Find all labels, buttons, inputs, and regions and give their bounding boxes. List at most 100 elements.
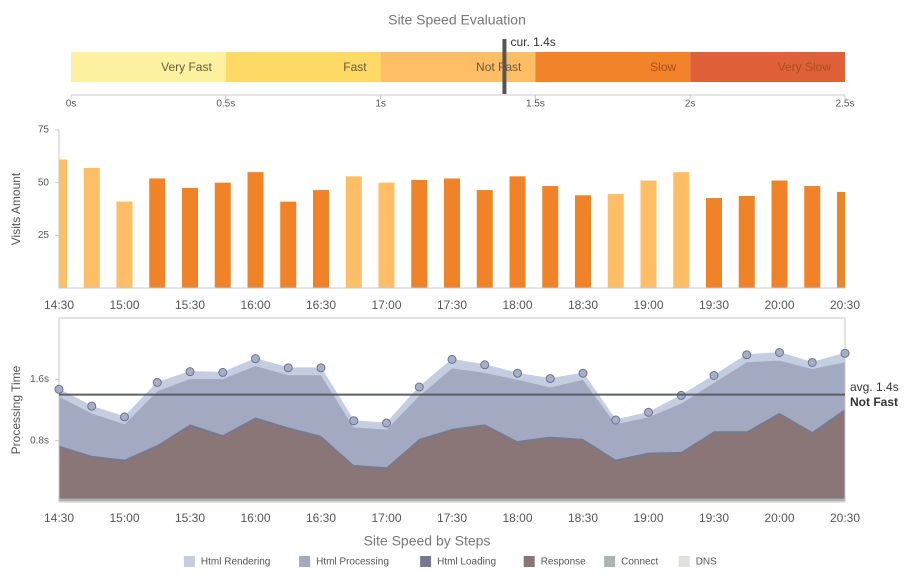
legend-label: Html Processing: [316, 557, 389, 568]
x-tick-label: 15:30: [175, 511, 205, 525]
x-tick-label: 1.5s: [526, 99, 545, 110]
bar: [542, 186, 559, 288]
x-tick-label: 0s: [66, 99, 77, 110]
bar: [444, 178, 460, 288]
bar: [247, 172, 264, 288]
range-band: [535, 52, 691, 82]
bar: [378, 182, 395, 288]
point: [87, 401, 97, 411]
range-label: Slow: [650, 60, 676, 74]
bar: [214, 182, 231, 288]
legend-label: DNS: [696, 557, 717, 568]
bar: [771, 180, 788, 288]
current-marker: [502, 39, 507, 94]
y-tick-label: 1.6s: [30, 374, 49, 385]
x-tick-label: 15:00: [109, 511, 139, 525]
x-tick-label: 18:30: [568, 511, 598, 525]
legend-swatch: [604, 556, 616, 567]
point: [316, 363, 326, 373]
legend-label: Response: [541, 557, 586, 568]
legend-swatch: [678, 556, 690, 567]
x-tick-label: 16:30: [306, 511, 336, 525]
x-tick-label: 20:30: [830, 511, 860, 525]
bar: [313, 190, 329, 288]
x-tick-label: 16:00: [240, 298, 270, 312]
point: [251, 354, 260, 364]
point: [611, 415, 621, 425]
legend-swatch: [523, 556, 535, 567]
range-band: [380, 52, 536, 82]
x-tick-label: 19:00: [633, 298, 663, 312]
x-tick-label: 1s: [375, 99, 386, 110]
y-tick-label: 75: [38, 125, 50, 136]
range-band: [71, 52, 226, 82]
point: [283, 363, 293, 373]
bar: [280, 201, 297, 288]
chart-title: Site Speed Evaluation: [388, 12, 526, 28]
legend-swatch: [420, 556, 432, 567]
marker-label: cur. 1.4s: [510, 35, 555, 49]
y-axis-label: Visits Amount: [9, 172, 23, 245]
point: [382, 418, 391, 428]
bar: [345, 176, 362, 288]
legend-label: Connect: [621, 557, 658, 568]
bar: [59, 159, 67, 288]
point: [152, 377, 162, 387]
x-tick-label: 17:30: [437, 298, 467, 312]
x-tick-label: 15:00: [109, 298, 139, 312]
bar: [607, 194, 624, 288]
bar-group: [59, 159, 845, 288]
bar: [83, 167, 100, 288]
y-tick-label: 25: [38, 230, 50, 241]
bar: [116, 201, 133, 288]
x-tick-label: 2s: [685, 99, 696, 110]
point: [742, 350, 752, 360]
range-label: Very Slow: [778, 60, 832, 74]
x-tick-label: 16:00: [240, 511, 270, 525]
point: [414, 382, 424, 392]
y-axis-label: Processing Time: [9, 365, 23, 454]
point: [54, 384, 64, 394]
point: [775, 348, 784, 357]
point: [447, 354, 457, 364]
x-tick-label: 19:30: [699, 511, 729, 525]
x-tick-label: 15:30: [175, 298, 205, 312]
point: [480, 360, 490, 370]
bar: [509, 176, 526, 288]
range-label: Very Fast: [161, 60, 212, 74]
x-tick-label: 14:30: [44, 511, 74, 525]
x-tick-label: 14:30: [44, 298, 74, 312]
bar: [706, 198, 722, 288]
point: [545, 374, 555, 384]
chart-title: Site Speed by Steps: [364, 533, 491, 549]
x-tick-label: 17:00: [371, 298, 401, 312]
legend-swatch: [299, 556, 311, 567]
bar: [182, 187, 198, 288]
x-tick-label: 20:30: [830, 298, 860, 312]
y-tick-label: 50: [38, 177, 50, 188]
bar: [575, 195, 591, 288]
bar: [673, 172, 690, 288]
x-tick-label: 17:30: [437, 511, 467, 525]
x-tick-label: 18:00: [502, 298, 532, 312]
bar: [837, 191, 845, 288]
y-tick-label: 0.8s: [30, 435, 49, 446]
point: [349, 416, 359, 426]
bar: [411, 179, 428, 288]
point: [218, 367, 228, 377]
point: [513, 368, 522, 378]
x-tick-label: 19:00: [633, 511, 663, 525]
bar: [640, 180, 657, 288]
bar: [476, 190, 493, 288]
point: [578, 368, 588, 378]
x-tick-label: 18:30: [568, 298, 598, 312]
range-label: Fast: [343, 60, 367, 74]
point: [644, 407, 653, 417]
x-tick-label: 20:00: [764, 511, 794, 525]
point: [840, 348, 850, 358]
legend-label: Html Loading: [437, 557, 496, 568]
x-tick-label: 19:30: [699, 298, 729, 312]
x-tick-label: 18:00: [502, 511, 532, 525]
point: [120, 412, 129, 422]
